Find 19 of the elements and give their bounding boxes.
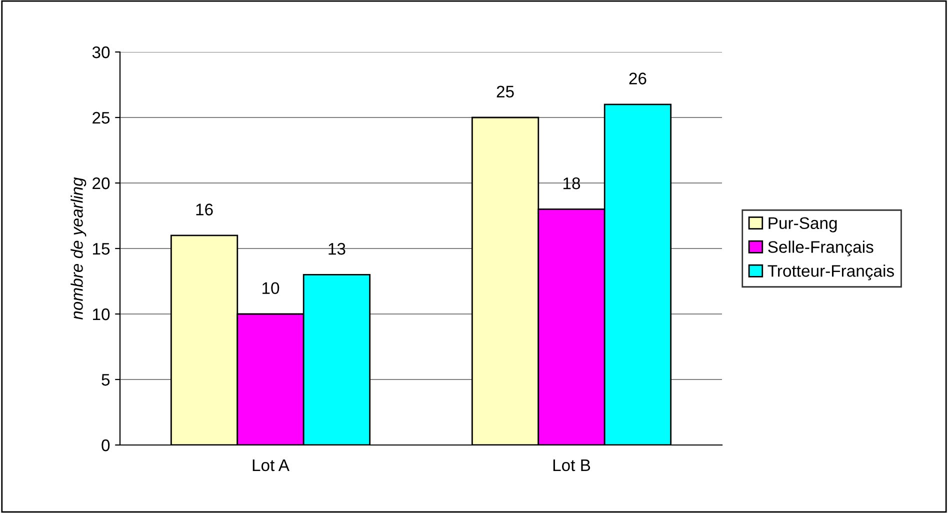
y-tick-label: 10 — [93, 308, 110, 320]
data-label: 26 — [629, 72, 646, 84]
y-tick-label: 0 — [102, 439, 110, 452]
y-tick-label: 25 — [92, 112, 110, 124]
x-tick-label: Lot B — [553, 460, 590, 472]
legend-label: Selle-Français — [768, 240, 874, 256]
y-tick-label: 30 — [92, 46, 110, 58]
y-tick-label: 15 — [93, 243, 110, 255]
data-label: 13 — [328, 242, 346, 255]
y-tick-label: 5 — [102, 374, 110, 386]
data-label: 18 — [564, 177, 580, 190]
legend-label: Pur-Sang — [768, 217, 837, 232]
data-label: 25 — [496, 86, 514, 98]
x-tick-label: Lot A — [252, 460, 290, 472]
y-axis-title: nombre de yearling — [70, 177, 86, 320]
data-label: 16 — [196, 204, 213, 216]
data-label: 10 — [262, 282, 280, 294]
legend-label: Trotteur-Français — [768, 264, 894, 280]
y-tick-label: 20 — [92, 177, 110, 190]
